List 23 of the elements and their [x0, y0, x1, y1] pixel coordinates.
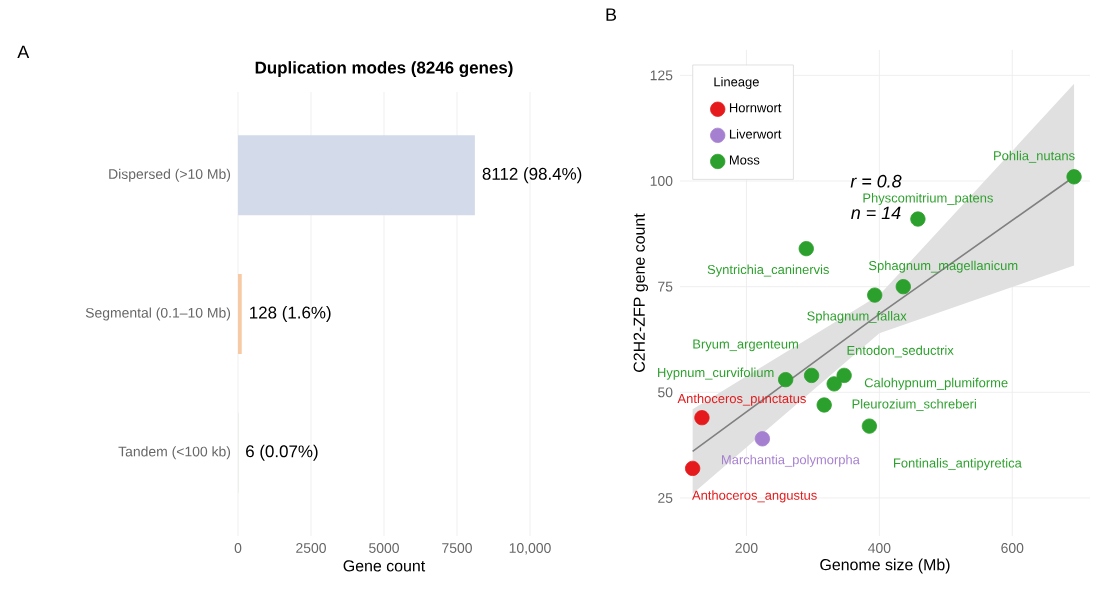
- point: [861, 418, 877, 434]
- point: [685, 460, 701, 476]
- point: [754, 431, 771, 447]
- annotation: r = 0.8: [850, 174, 902, 188]
- point: [836, 367, 852, 384]
- data-label: 6 (0.07%): [246, 444, 318, 461]
- point: [910, 211, 926, 227]
- text: B: [606, 8, 617, 21]
- point: [826, 376, 842, 392]
- point: [798, 241, 814, 257]
- data-label: 128 (1.6%): [250, 306, 331, 322]
- point: [895, 279, 911, 295]
- bar: [238, 135, 475, 216]
- point: [867, 287, 883, 303]
- point: [694, 410, 710, 426]
- point: [803, 367, 820, 384]
- text: A: [17, 45, 30, 59]
- point: [778, 372, 794, 388]
- chart-title: Duplication modes (8246 genes): [255, 61, 513, 78]
- annotation: n = 14: [851, 206, 901, 219]
- data-label: 8112 (98.4%): [482, 167, 582, 184]
- point: [1066, 169, 1082, 185]
- point: [816, 397, 832, 413]
